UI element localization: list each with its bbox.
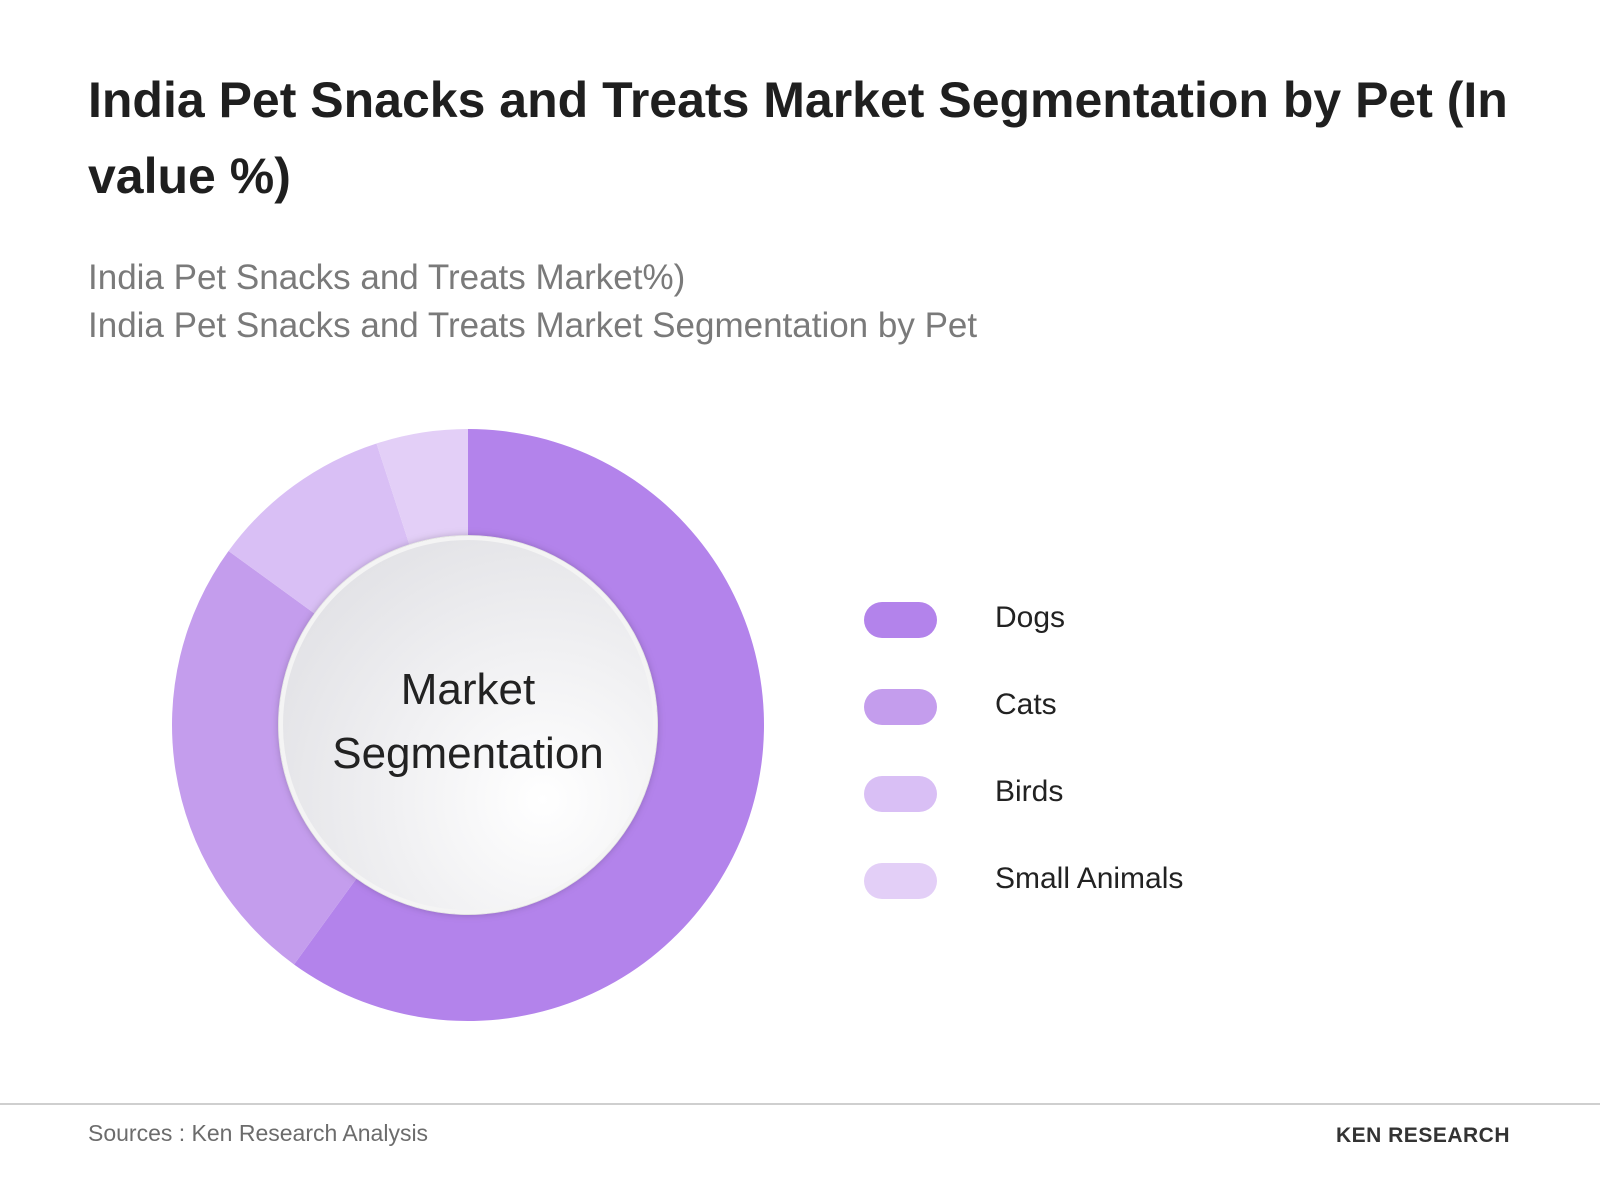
donut-center: [279, 536, 657, 914]
legend-label: Dogs: [995, 601, 1066, 634]
subtitle: India Pet Snacks and Treats Market%): [88, 258, 686, 297]
legend-swatch: [864, 863, 937, 899]
legend-swatch: [864, 776, 937, 812]
legend-swatch: [864, 689, 937, 725]
donut-slice: [172, 551, 357, 965]
donut-slice: [228, 443, 410, 614]
legend-label: Small Animals: [995, 862, 1184, 895]
chart-title: India Pet Snacks and Treats Market Segme…: [88, 72, 1508, 204]
legend-swatch: [864, 602, 937, 638]
legend-label: Birds: [995, 775, 1064, 808]
subtitle: India Pet Snacks and Treats Market Segme…: [88, 306, 978, 345]
donut: [172, 429, 764, 1021]
source: Sources : Ken Research Analysis: [88, 1120, 429, 1146]
legend: [864, 602, 937, 899]
donut-slice: [376, 429, 468, 545]
donut-slice: [294, 429, 764, 1021]
legend-label: Cats: [995, 688, 1057, 721]
center-label: Market Segmentation: [332, 665, 604, 778]
brand: KEN RESEARCH: [1335, 1124, 1510, 1147]
divider: [0, 1103, 1600, 1105]
